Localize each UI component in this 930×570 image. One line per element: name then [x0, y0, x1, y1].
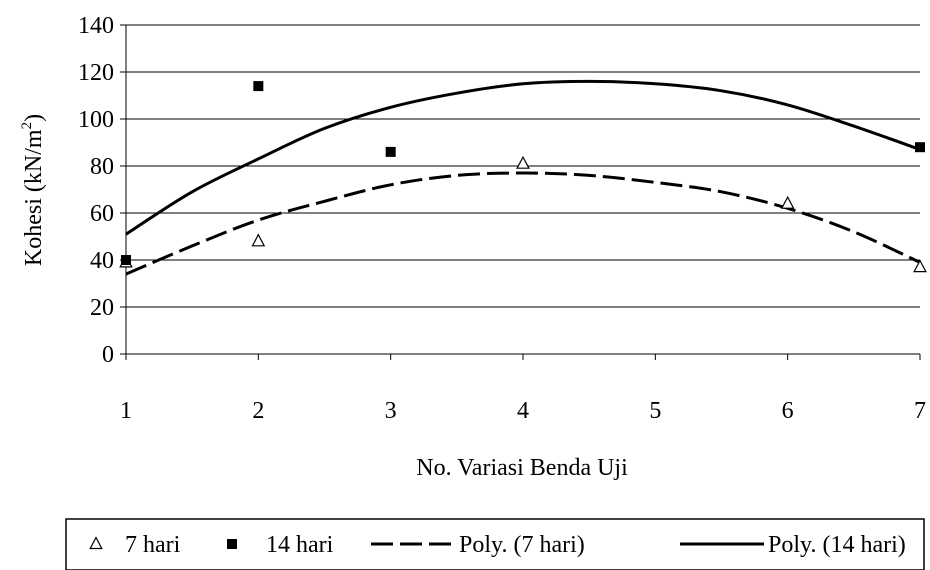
point-7-hari — [913, 259, 927, 273]
x-tick-label: 1 — [120, 398, 132, 424]
y-tick-label: 0 — [102, 342, 114, 368]
point-14-hari — [915, 142, 925, 153]
legend-symbol-14-hari — [227, 539, 237, 549]
point-7-hari — [251, 233, 266, 247]
point-7-hari — [780, 195, 795, 209]
legend-symbol-7-hari — [89, 536, 103, 550]
legend-label: Poly. (7 hari) — [459, 532, 585, 558]
point-14-hari — [253, 81, 264, 92]
y-tick-label: 120 — [78, 60, 114, 86]
x-tick-label: 2 — [252, 398, 264, 424]
legend: 7 hari 14 hari Poly. (7 hari) Poly. (14 har… — [65, 518, 925, 570]
markers — [119, 81, 927, 273]
y-tick-label: 20 — [90, 295, 114, 321]
x-tick-label: 6 — [782, 398, 794, 424]
y-tick-label: 100 — [78, 107, 114, 133]
y-axis-title: Kohesi (kN/m2) — [19, 114, 47, 266]
y-tick-label: 80 — [90, 154, 114, 180]
legend-label: Poly. (14 hari) — [768, 532, 906, 558]
x-tick-label: 4 — [517, 398, 529, 424]
x-tick-label: 7 — [914, 398, 926, 424]
x-tick-labels: 1 2 3 4 5 6 7 — [120, 398, 926, 424]
legend-box — [65, 518, 925, 570]
x-tick-label: 5 — [649, 398, 661, 424]
grid-lines — [126, 24, 920, 355]
x-tick-label: 3 — [385, 398, 397, 424]
legend-label: 7 hari — [125, 532, 181, 558]
y-tick-labels: 0 20 40 60 80 100 120 140 — [78, 13, 114, 368]
axes — [120, 24, 921, 360]
x-axis-title: No. Variasi Benda Uji — [416, 455, 628, 481]
y-tick-label: 40 — [90, 248, 114, 274]
trend-lines — [125, 79, 921, 276]
trend-line-7-hari — [125, 171, 921, 276]
y-tick-label: 140 — [78, 13, 114, 39]
point-14-hari — [385, 146, 396, 157]
y-tick-label: 60 — [90, 201, 114, 227]
trend-line-14-hari — [125, 79, 921, 236]
legend-label: 14 hari — [266, 532, 334, 558]
point-14-hari — [121, 255, 131, 265]
point-7-hari — [516, 155, 530, 169]
